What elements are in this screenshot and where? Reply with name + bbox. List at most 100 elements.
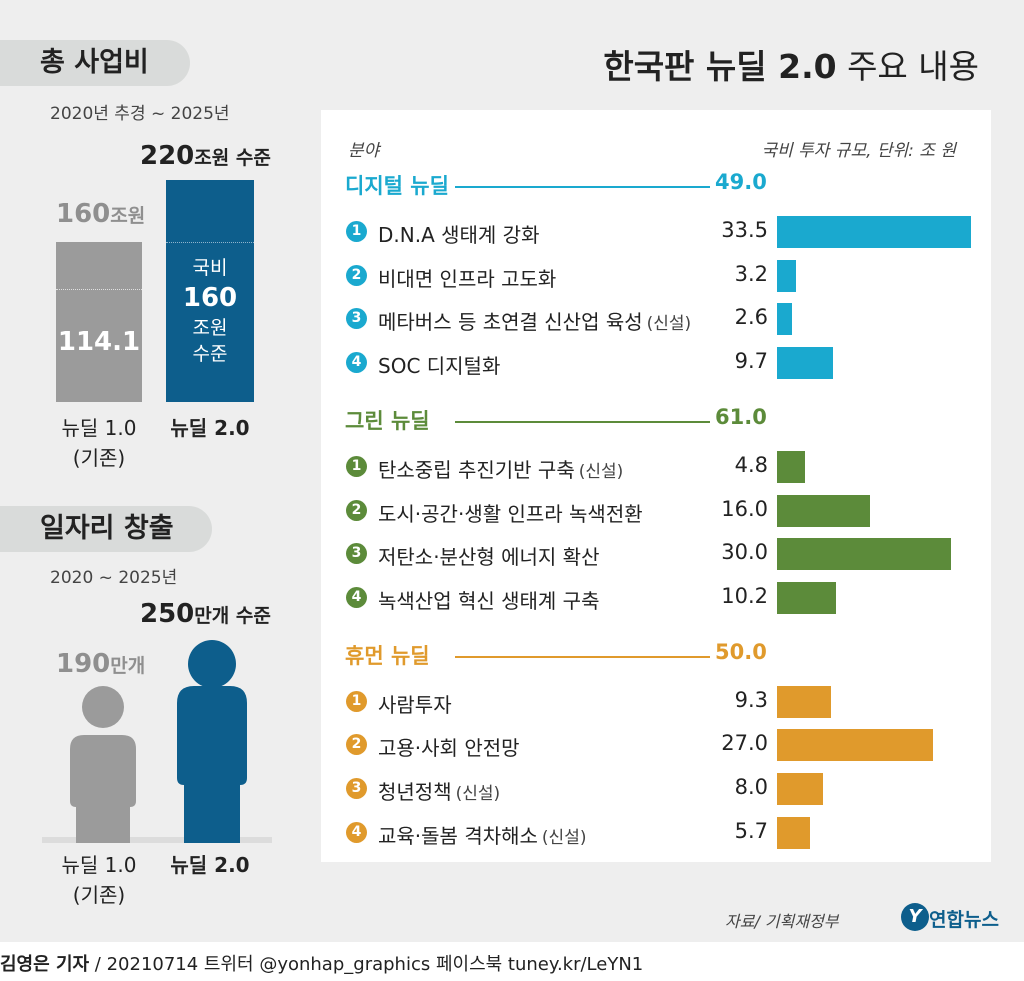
logo-text: 연합뉴스 — [929, 909, 999, 931]
budget-new-total-num: 220 — [140, 141, 195, 171]
budget-new-divider — [166, 242, 254, 243]
item-number-badge: 3 — [346, 778, 367, 799]
source-note: 자료/ 기획재정부 — [725, 912, 839, 931]
item-label: 탄소중립 추진기반 구축 (신설) — [378, 454, 623, 483]
budget-new-total-unit: 조원 수준 — [194, 147, 271, 169]
category-total: 49.0 — [715, 170, 767, 194]
item-new-note: (신설) — [455, 784, 501, 804]
yonhap-logo: Y 연합뉴스 — [901, 901, 1006, 935]
table-header-left: 분야 — [348, 141, 380, 161]
person-new-icon — [177, 640, 247, 843]
item-value-label: 8.0 — [734, 775, 768, 799]
category-rule — [455, 420, 710, 423]
item-new-note: (신설) — [541, 827, 587, 848]
category-total: 50.0 — [715, 639, 767, 664]
item-label: 메타버스 등 초연결 신산업 육성 (신설) — [378, 306, 691, 335]
item-value-label: 10.2 — [721, 583, 768, 608]
budget-new-total: 220조원 수준 — [140, 141, 271, 171]
budget-old-inner-value: 114.1 — [57, 327, 141, 357]
item-bar — [777, 729, 933, 762]
budget-new-inner: 국비 160 조원 수준 — [166, 255, 254, 367]
budget-old-total-num: 160 — [56, 199, 111, 229]
jobs-old-unit: 만개 — [110, 655, 146, 677]
item-label: 청년정책 (신설) — [378, 776, 500, 805]
item-value-label: 5.7 — [734, 818, 768, 843]
item-value-label: 2.6 — [734, 305, 768, 330]
jobs-new-unit: 만개 수준 — [194, 605, 271, 627]
title-bold: 한국판 뉴딜 2.0 — [603, 47, 837, 86]
category-label: 디지털 뉴딜 — [345, 174, 449, 198]
budget-new-inner-line3: 조원 — [192, 317, 228, 339]
budget-old-divider — [56, 289, 142, 290]
jobs-old-label-line2: (기존) — [72, 883, 126, 907]
item-bar — [777, 259, 796, 292]
jobs-new-label: 뉴딜 2.0 — [170, 853, 250, 877]
item-value-label: 9.7 — [734, 349, 768, 374]
item-number-badge: 2 — [346, 734, 367, 756]
credit-line: 김영은 기자 / 20210714 트위터 @yonhap_graphics 페… — [0, 950, 643, 976]
item-label-text: 메타버스 등 초연결 신산업 육성 — [378, 310, 643, 335]
title-rest: 주요 내용 — [836, 47, 979, 86]
jobs-period: 2020 ~ 2025년 — [50, 568, 178, 588]
item-number-badge: 4 — [346, 821, 367, 843]
item-new-note: (신설) — [646, 314, 692, 335]
item-new-note: (신설) — [578, 461, 624, 482]
item-label-text: 저탄소·분산형 에너지 확산 — [378, 545, 600, 570]
page-title: 한국판 뉴딜 2.0 주요 내용 — [603, 40, 979, 88]
item-label-text: D.N.A 생태계 강화 — [378, 223, 540, 247]
item-label-text: 교육·돌봄 격차해소 — [378, 823, 538, 848]
category-rule — [455, 186, 710, 188]
item-bar — [777, 538, 951, 571]
item-bar — [777, 816, 810, 849]
budget-old-bar — [56, 242, 142, 402]
item-number-badge: 1 — [346, 690, 367, 712]
item-label-text: 녹색산업 혁신 생태계 구축 — [378, 588, 600, 613]
item-bar — [777, 581, 836, 614]
credit-author: 김영은 기자 — [0, 954, 90, 975]
logo-mark: Y — [901, 903, 929, 931]
jobs-old-total: 190만개 — [56, 649, 145, 679]
item-label: 녹색산업 혁신 생태계 구축 — [378, 585, 599, 614]
item-value-label: 4.8 — [734, 452, 768, 477]
item-number-badge: 2 — [346, 499, 367, 521]
item-number-badge: 4 — [346, 352, 367, 374]
item-value-label: 30.0 — [721, 540, 768, 565]
jobs-old-num: 190 — [56, 649, 111, 679]
item-label: 비대면 인프라 고도화 — [378, 263, 556, 292]
item-number-badge: 2 — [346, 264, 367, 286]
budget-old-label-line2: (기존) — [72, 446, 126, 470]
item-bar — [777, 303, 792, 336]
item-label-text: 도시·공간·생활 인프라 녹색전환 — [378, 501, 643, 526]
jobs-new-total: 250만개 수준 — [140, 599, 271, 629]
item-bar — [777, 450, 805, 483]
category-rule — [455, 655, 710, 658]
item-label-text: 사람투자 — [378, 692, 452, 717]
item-label: SOC 디지털화 — [378, 350, 500, 379]
item-label: D.N.A 생태계 강화 — [378, 219, 539, 248]
item-label-text: 비대면 인프라 고도화 — [378, 266, 557, 291]
item-value-label: 33.5 — [721, 218, 768, 242]
item-number-badge: 1 — [346, 455, 367, 477]
jobs-new-num: 250 — [140, 599, 195, 629]
item-label-text: 청년정책 — [378, 780, 452, 804]
budget-new-label: 뉴딜 2.0 — [170, 416, 250, 440]
item-value-label: 3.2 — [734, 261, 768, 286]
category-total: 61.0 — [715, 404, 767, 429]
budget-new-inner-line1: 국비 — [192, 257, 228, 279]
item-label: 저탄소·분산형 에너지 확산 — [378, 541, 599, 570]
jobs-old-label: 뉴딜 1.0 (기존) — [40, 850, 158, 910]
budget-new-inner-line4: 수준 — [192, 343, 228, 365]
item-label-text: 고용·사회 안전망 — [378, 736, 520, 761]
budget-new-bar — [166, 180, 254, 402]
item-bar — [777, 216, 971, 248]
jobs-shadow — [42, 837, 272, 843]
budget-old-label-line1: 뉴딜 1.0 — [61, 416, 137, 440]
budget-heading: 총 사업비 — [0, 40, 190, 86]
item-bar — [777, 685, 831, 718]
item-label: 도시·공간·생활 인프라 녹색전환 — [378, 498, 643, 527]
person-old-icon — [70, 686, 136, 843]
item-bar — [777, 494, 870, 527]
item-label: 교육·돌봄 격차해소 (신설) — [378, 820, 586, 849]
item-label-text: SOC 디지털화 — [378, 354, 501, 379]
jobs-old-label-line1: 뉴딜 1.0 — [61, 853, 137, 877]
